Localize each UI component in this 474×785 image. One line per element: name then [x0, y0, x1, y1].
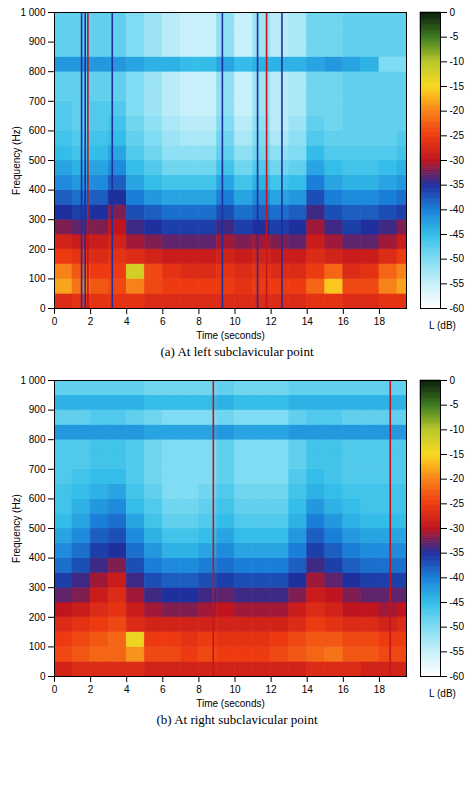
svg-text:200: 200 — [29, 612, 46, 623]
svg-text:500: 500 — [29, 155, 46, 166]
svg-text:-15: -15 — [450, 81, 465, 92]
svg-text:1 000: 1 000 — [20, 7, 45, 18]
svg-text:10: 10 — [229, 316, 241, 327]
svg-text:16: 16 — [338, 684, 350, 695]
svg-text:500: 500 — [29, 523, 46, 534]
svg-text:-45: -45 — [450, 229, 465, 240]
svg-text:8: 8 — [196, 684, 202, 695]
svg-text:600: 600 — [29, 493, 46, 504]
svg-text:0: 0 — [52, 684, 58, 695]
svg-text:12: 12 — [266, 684, 278, 695]
svg-text:0: 0 — [52, 316, 58, 327]
svg-text:900: 900 — [29, 404, 46, 415]
html-text:(b) At right subclavicular poi: (b) At right subclavicular point — [156, 712, 318, 727]
svg-text:-50: -50 — [450, 621, 465, 632]
svg-text:800: 800 — [29, 434, 46, 445]
svg-text:-40: -40 — [450, 204, 465, 215]
svg-text:Time (seconds): Time (seconds) — [196, 698, 265, 709]
svg-text:-45: -45 — [450, 597, 465, 608]
svg-text:100: 100 — [29, 641, 46, 652]
svg-text:18: 18 — [374, 316, 386, 327]
svg-text:-25: -25 — [450, 498, 465, 509]
svg-text:200: 200 — [29, 244, 46, 255]
svg-text:600: 600 — [29, 125, 46, 136]
svg-text:18: 18 — [374, 684, 386, 695]
svg-text:14: 14 — [302, 316, 314, 327]
svg-text:-25: -25 — [450, 130, 465, 141]
svg-text:2: 2 — [88, 316, 94, 327]
svg-text:-20: -20 — [450, 105, 465, 116]
svg-text:-60: -60 — [450, 303, 465, 314]
svg-text:6: 6 — [160, 684, 166, 695]
svg-text:16: 16 — [338, 316, 350, 327]
svg-text:900: 900 — [29, 36, 46, 47]
svg-text:-55: -55 — [450, 278, 465, 289]
svg-text:-35: -35 — [450, 547, 465, 558]
svg-text:-10: -10 — [450, 424, 465, 435]
svg-text:Frequency (Hz): Frequency (Hz) — [11, 494, 22, 563]
svg-text:6: 6 — [160, 316, 166, 327]
svg-text:-60: -60 — [450, 671, 465, 682]
html-text:(a) At left subclavicular poin: (a) At left subclavicular point — [160, 344, 314, 359]
svg-text:0: 0 — [40, 303, 46, 314]
svg-text:700: 700 — [29, 464, 46, 475]
svg-text:300: 300 — [29, 214, 46, 225]
svg-text:400: 400 — [29, 184, 46, 195]
svg-text:L (dB): L (dB) — [429, 320, 456, 331]
svg-text:100: 100 — [29, 273, 46, 284]
svg-text:12: 12 — [266, 316, 278, 327]
svg-text:0: 0 — [450, 375, 456, 386]
svg-text:-40: -40 — [450, 572, 465, 583]
svg-text:300: 300 — [29, 582, 46, 593]
svg-text:Frequency (Hz): Frequency (Hz) — [11, 126, 22, 195]
svg-text:0: 0 — [40, 671, 46, 682]
svg-text:0: 0 — [450, 7, 456, 18]
svg-text:4: 4 — [124, 684, 130, 695]
svg-text:-50: -50 — [450, 253, 465, 264]
svg-text:-30: -30 — [450, 155, 465, 166]
svg-text:2: 2 — [88, 684, 94, 695]
svg-text:-55: -55 — [450, 646, 465, 657]
svg-text:-15: -15 — [450, 449, 465, 460]
svg-text:1 000: 1 000 — [20, 375, 45, 386]
svg-text:-20: -20 — [450, 473, 465, 484]
svg-text:L (dB): L (dB) — [429, 688, 456, 699]
svg-text:-10: -10 — [450, 56, 465, 67]
svg-text:700: 700 — [29, 96, 46, 107]
svg-text:14: 14 — [302, 684, 314, 695]
svg-text:-5: -5 — [450, 399, 459, 410]
svg-text:8: 8 — [196, 316, 202, 327]
svg-text:-30: -30 — [450, 523, 465, 534]
svg-text:Time (seconds): Time (seconds) — [196, 330, 265, 341]
svg-text:800: 800 — [29, 66, 46, 77]
svg-text:-5: -5 — [450, 31, 459, 42]
svg-text:4: 4 — [124, 316, 130, 327]
svg-text:400: 400 — [29, 552, 46, 563]
svg-text:-35: -35 — [450, 179, 465, 190]
svg-text:10: 10 — [229, 684, 241, 695]
